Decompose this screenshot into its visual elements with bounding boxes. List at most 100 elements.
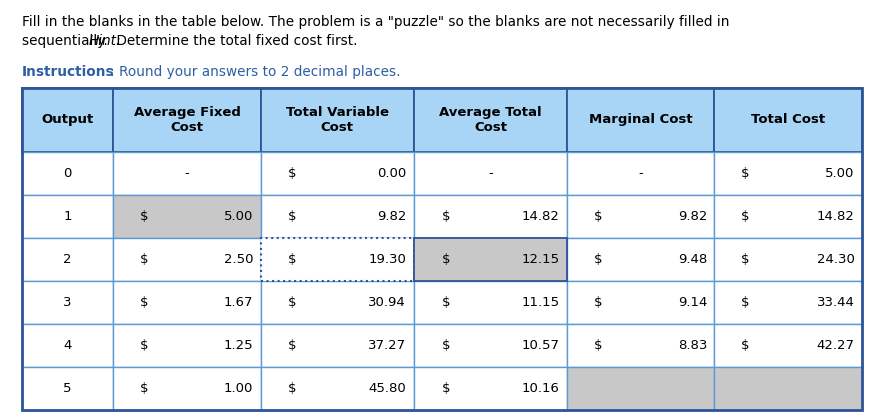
Bar	[414, 238, 568, 281]
Text: 19.30: 19.30	[369, 253, 407, 266]
Text: $: $	[441, 210, 450, 223]
Text: $: $	[140, 339, 149, 352]
Bar	[22, 367, 113, 410]
Bar	[714, 152, 862, 195]
Text: $: $	[288, 382, 297, 395]
Bar	[414, 88, 568, 152]
Text: 5.00: 5.00	[224, 210, 254, 223]
Text: 9.48: 9.48	[678, 253, 707, 266]
Text: 1.25: 1.25	[224, 339, 254, 352]
Text: 37.27: 37.27	[368, 339, 407, 352]
Text: 45.80: 45.80	[369, 382, 407, 395]
Bar	[568, 367, 714, 410]
Bar	[714, 195, 862, 238]
Bar	[113, 367, 261, 410]
Bar	[568, 238, 714, 281]
Bar	[714, 324, 862, 367]
Bar	[113, 281, 261, 324]
Bar	[714, 238, 862, 281]
Text: $: $	[288, 167, 297, 180]
Text: 9.82: 9.82	[678, 210, 707, 223]
Text: 14.82: 14.82	[817, 210, 855, 223]
Bar	[261, 195, 414, 238]
Bar	[414, 195, 568, 238]
Bar	[568, 88, 714, 152]
Text: 9.82: 9.82	[377, 210, 407, 223]
Text: $: $	[441, 339, 450, 352]
Text: Hint:: Hint:	[88, 34, 121, 48]
Text: 1: 1	[64, 210, 72, 223]
Text: 10.57: 10.57	[522, 339, 560, 352]
Bar	[261, 238, 414, 281]
Text: 24.30: 24.30	[817, 253, 855, 266]
Bar	[261, 367, 414, 410]
Text: -: -	[488, 167, 493, 180]
Text: Fill in the blanks in the table below. The problem is a "puzzle" so the blanks a: Fill in the blanks in the table below. T…	[22, 15, 729, 28]
Bar	[22, 152, 113, 195]
Text: 2: 2	[64, 253, 72, 266]
Text: $: $	[594, 296, 602, 309]
Text: sequentially.: sequentially.	[22, 34, 112, 48]
Text: 1.00: 1.00	[224, 382, 254, 395]
Bar	[414, 152, 568, 195]
Bar	[113, 152, 261, 195]
Text: $: $	[288, 339, 297, 352]
Text: 33.44: 33.44	[817, 296, 855, 309]
Text: -: -	[185, 167, 189, 180]
Text: $: $	[441, 253, 450, 266]
Bar	[414, 281, 568, 324]
Bar	[714, 88, 862, 152]
Bar	[261, 238, 414, 281]
Text: Determine the total fixed cost first.: Determine the total fixed cost first.	[112, 34, 357, 48]
Text: 0.00: 0.00	[377, 167, 407, 180]
Bar	[714, 367, 862, 410]
Bar	[113, 88, 261, 152]
Bar	[261, 281, 414, 324]
Text: 12.15: 12.15	[522, 253, 560, 266]
Bar	[414, 238, 568, 281]
Text: Total Cost: Total Cost	[751, 113, 826, 127]
Text: $: $	[741, 296, 750, 309]
Text: 30.94: 30.94	[369, 296, 407, 309]
Bar	[568, 281, 714, 324]
Text: $: $	[594, 210, 602, 223]
Text: 0: 0	[64, 167, 72, 180]
Bar	[568, 324, 714, 367]
Text: Average Fixed
Cost: Average Fixed Cost	[133, 106, 240, 134]
Text: $: $	[288, 210, 297, 223]
Text: Marginal Cost: Marginal Cost	[589, 113, 692, 127]
Text: 42.27: 42.27	[817, 339, 855, 352]
Text: $: $	[441, 382, 450, 395]
Bar	[22, 88, 862, 410]
Text: $: $	[288, 253, 297, 266]
Bar	[261, 152, 414, 195]
Bar	[714, 281, 862, 324]
Bar	[568, 195, 714, 238]
Text: Instructions: Instructions	[22, 65, 115, 79]
Text: 8.83: 8.83	[678, 339, 707, 352]
Text: 3: 3	[64, 296, 72, 309]
Text: $: $	[140, 253, 149, 266]
Text: -: -	[638, 167, 644, 180]
Text: $: $	[741, 167, 750, 180]
Bar	[261, 88, 414, 152]
Bar	[113, 195, 261, 238]
Bar	[113, 324, 261, 367]
Bar	[22, 324, 113, 367]
Bar	[261, 324, 414, 367]
Text: $: $	[140, 382, 149, 395]
Text: $: $	[594, 253, 602, 266]
Text: 5: 5	[64, 382, 72, 395]
Bar	[414, 324, 568, 367]
Text: Total Variable
Cost: Total Variable Cost	[286, 106, 389, 134]
Text: 1.67: 1.67	[224, 296, 254, 309]
Text: $: $	[140, 210, 149, 223]
Text: Average Total
Cost: Average Total Cost	[439, 106, 542, 134]
Text: $: $	[288, 296, 297, 309]
Bar	[22, 238, 113, 281]
Text: 2.50: 2.50	[224, 253, 254, 266]
Text: 11.15: 11.15	[522, 296, 560, 309]
Text: $: $	[140, 296, 149, 309]
Bar	[22, 281, 113, 324]
Bar	[568, 152, 714, 195]
